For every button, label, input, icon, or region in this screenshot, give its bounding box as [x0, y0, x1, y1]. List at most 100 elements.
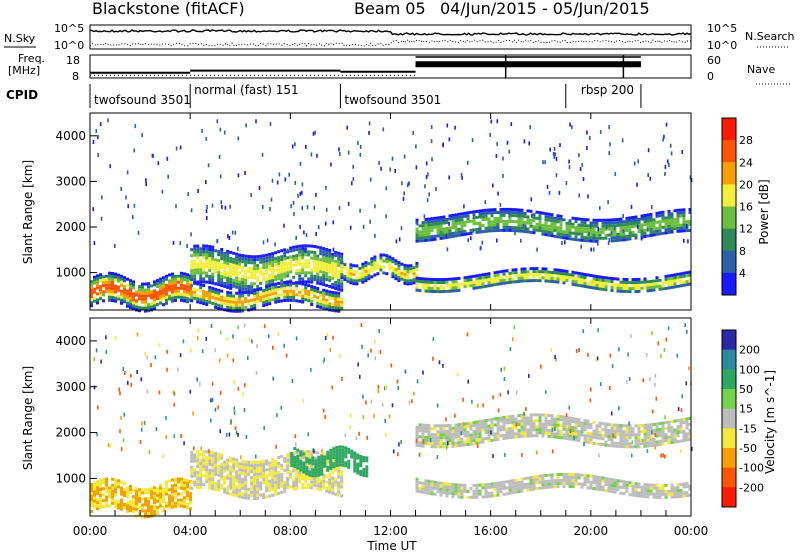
velocity-cell-1508 — [487, 424, 491, 428]
velocity-cell-1985 — [190, 348, 192, 353]
velocity-cell-599 — [280, 481, 284, 485]
velocity-cell-142 — [144, 500, 147, 504]
velocity-cell-1652 — [550, 426, 554, 430]
power-cell-1048 — [313, 289, 317, 292]
power-cell-1403 — [526, 273, 530, 277]
velocity-cell-1701 — [571, 426, 575, 430]
power-cell-383 — [217, 274, 221, 278]
velocity-cell-1556 — [508, 427, 512, 431]
power-cell-1069 — [325, 289, 329, 293]
power-cell-732 — [319, 267, 323, 271]
velocity-cell-1475 — [472, 433, 476, 437]
power-cell-145 — [144, 282, 147, 286]
velocity-cell-2121 — [367, 353, 369, 358]
velocity-cell-211 — [171, 478, 174, 482]
power-cell-1611 — [676, 275, 680, 279]
velocity-cell-998 — [442, 491, 446, 495]
velocity-colorbar-swatch-2 — [722, 369, 736, 390]
power-cell-923 — [241, 309, 245, 313]
velocity-cell-443 — [238, 477, 242, 481]
power-cell-1142 — [361, 268, 365, 272]
velocity-cell-1205 — [595, 475, 599, 479]
power-cell-1130 — [352, 282, 356, 286]
power-cell-1776 — [478, 230, 482, 234]
power-cell-1793 — [487, 223, 491, 227]
velocity-cell-646 — [295, 477, 299, 481]
velocity-cell-1038 — [475, 483, 479, 487]
power-cell-1827 — [502, 225, 506, 229]
velocity-cell-1865 — [646, 432, 650, 436]
power-cell-865 — [214, 296, 218, 300]
power-cell-1340 — [481, 279, 485, 283]
velocity-cell-1376 — [430, 439, 434, 443]
power-cell-157 — [147, 291, 150, 295]
power-cell-800 — [337, 269, 341, 273]
velocity-cell-19 — [96, 483, 99, 487]
power-cell-2471 — [317, 225, 320, 230]
velocity-cell-1571 — [514, 426, 518, 430]
velocity-cell-261 — [186, 506, 189, 510]
power-cell-1468 — [574, 277, 578, 281]
velocity-cell-1819 — [625, 430, 629, 434]
velocity-cell-2125 — [436, 403, 439, 408]
velocity-cell-2147 — [201, 349, 204, 354]
velocity-cell-647 — [295, 480, 299, 484]
power-cell-622 — [286, 256, 290, 260]
velocity-cell-776 — [331, 488, 335, 492]
power-cell-288 — [190, 275, 194, 279]
velocity-cell-516 — [256, 490, 260, 494]
velocity-cell-1393 — [439, 424, 443, 428]
velocity-cell-1053 — [484, 495, 488, 499]
power-cell-1982 — [574, 238, 578, 242]
power-cell-2389 — [362, 224, 365, 229]
power-cell-1100 — [337, 309, 341, 313]
velocity-cell-1047 — [481, 486, 485, 490]
power-cell-2530 — [352, 177, 355, 182]
velocity-cell-277 — [190, 480, 194, 484]
power-cell-506 — [250, 288, 254, 292]
velocity-cell-2004 — [349, 425, 352, 430]
power-cell-1747 — [463, 223, 467, 227]
power-cell-480 — [244, 263, 248, 267]
power-cell-2503 — [301, 182, 304, 187]
velocity-cell-1461 — [466, 434, 470, 437]
velocity-cell-2042 — [575, 349, 578, 353]
velocity-cell-253 — [186, 479, 189, 483]
power-cell-398 — [223, 251, 227, 255]
velocity-cell-203 — [165, 504, 168, 508]
power-cell-1803 — [493, 208, 497, 212]
power-cell-0 — [90, 280, 93, 284]
power-cell-2147 — [649, 218, 653, 222]
velocity-cell-1368 — [427, 430, 431, 434]
velocity-cell-1751 — [595, 424, 599, 428]
velocity-cell-1658 — [553, 423, 557, 427]
power-cell-2171 — [658, 232, 662, 236]
power-cell-1820 — [499, 219, 503, 223]
velocity-cell-777 — [331, 491, 335, 495]
velocity-cell-505 — [253, 497, 257, 500]
power-cell-4 — [90, 292, 93, 296]
power-cell-63 — [111, 296, 114, 299]
velocity-cell-958 — [415, 486, 419, 490]
velocity-cell-1262 — [634, 488, 638, 492]
velocity-cell-324 — [205, 468, 209, 472]
power-cell-90 — [123, 279, 126, 283]
power-cell-2307 — [211, 203, 214, 208]
power-heatmap — [90, 118, 693, 313]
velocity-cell-946 — [362, 468, 366, 471]
power-cell-2439 — [490, 119, 493, 124]
velocity-cell-610 — [286, 456, 290, 459]
velocity-cell-1032 — [469, 486, 473, 490]
velocity-ylabel: Slant Range [km] — [21, 366, 35, 470]
velocity-cell-1013 — [454, 483, 458, 487]
power-cell-351 — [208, 263, 212, 266]
power-cell-1388 — [514, 280, 518, 284]
power-cell-2331 — [568, 159, 570, 164]
velocity-cell-1573 — [514, 435, 518, 439]
power-cell-1983 — [577, 217, 581, 221]
power-cell-2184 — [667, 209, 671, 213]
power-cell-415 — [226, 270, 230, 274]
velocity-cell-1980 — [263, 426, 265, 431]
power-cell-2048 — [604, 233, 608, 237]
